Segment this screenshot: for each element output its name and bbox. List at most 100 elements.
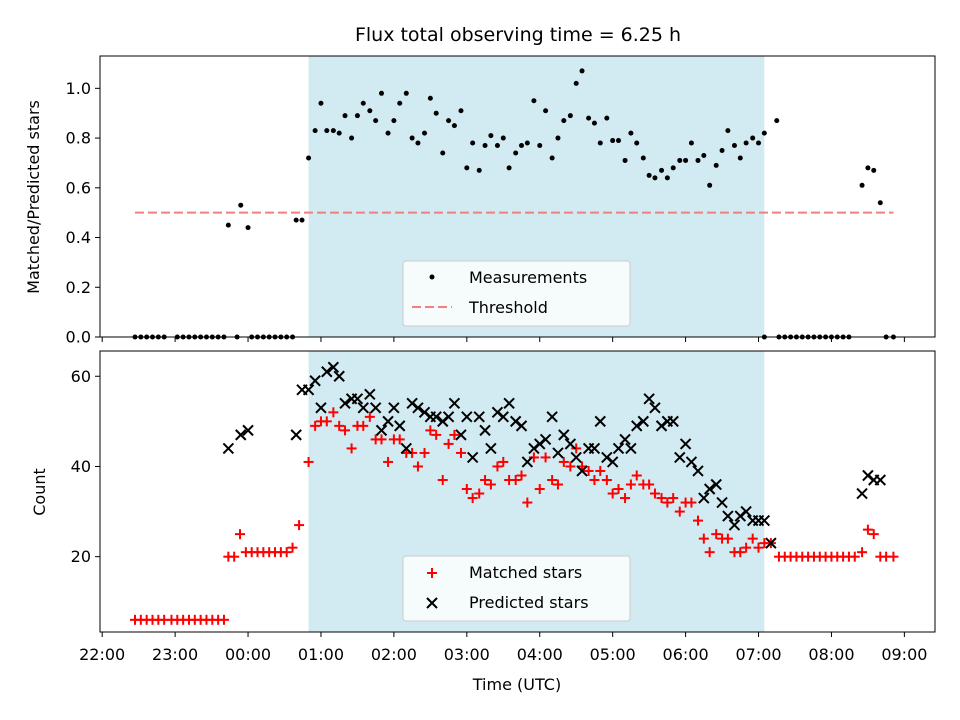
predicted-star-point <box>357 402 369 414</box>
predicted-star-point <box>637 415 650 428</box>
x-tick-label: 03:00 <box>444 645 490 664</box>
measurement-point <box>415 140 421 146</box>
predicted-star-point <box>473 411 485 423</box>
measurement-point <box>482 143 488 149</box>
measurement-point <box>549 155 555 161</box>
predicted-star-point <box>564 438 577 450</box>
measurement-point <box>877 200 883 206</box>
measurement-point <box>756 140 762 146</box>
predicted-star-point <box>290 429 302 441</box>
matched-star-point <box>358 420 369 431</box>
matched-star-point <box>437 474 448 485</box>
predicted-star-point <box>485 442 497 455</box>
predicted-star-point <box>728 519 741 531</box>
x-tick-label: 09:00 <box>881 645 927 664</box>
predicted-star-point <box>327 361 340 373</box>
matched-star-point <box>547 474 558 485</box>
x-tick-label: 06:00 <box>663 645 709 664</box>
bottom-y-axis-ticks: 20 40 60 <box>71 367 100 566</box>
matched-star-point <box>383 456 394 467</box>
legend-matched-label: Matched stars <box>469 563 582 582</box>
matched-star-point <box>662 497 673 508</box>
y-tick-label: 0.2 <box>66 278 91 297</box>
measurement-point <box>683 157 689 163</box>
measurement-point <box>713 162 719 168</box>
predicted-star-point <box>388 402 400 414</box>
measurement-point <box>500 135 506 141</box>
predicted-star-point <box>588 442 601 455</box>
legend-x-glyph <box>426 597 438 609</box>
predicted-star-point <box>570 451 582 464</box>
predicted-star-point <box>703 483 716 495</box>
matched-star-point <box>218 614 229 625</box>
y-tick-label: 0.4 <box>66 228 91 247</box>
matched-star-point <box>613 484 624 495</box>
x-tick-label: 23:00 <box>152 645 198 664</box>
x-axis-label: Time (UTC) <box>472 675 561 694</box>
predicted-star-point <box>521 456 534 468</box>
predicted-star-point <box>503 397 515 410</box>
bottom-x-axis-ticks: 22:00 23:00 00:00 01:00 02:00 03:00 04:00 05:00… <box>79 632 927 664</box>
matched-star-point <box>480 474 491 485</box>
matched-star-point <box>540 452 551 463</box>
predicted-star-point <box>442 411 455 423</box>
measurement-point <box>859 182 865 188</box>
matched-star-point <box>294 520 305 531</box>
measurement-point <box>750 135 756 141</box>
top-y-axis-ticks: 0.0 0.2 0.4 0.6 0.8 1.0 <box>66 79 100 347</box>
measurement-point <box>537 143 543 149</box>
measurement-point <box>586 115 592 121</box>
measurement-point <box>743 140 749 146</box>
measurement-point <box>373 118 379 124</box>
matched-star-point <box>668 493 679 504</box>
predicted-star-point <box>631 420 643 432</box>
predicted-star-point <box>369 402 382 414</box>
measurement-point <box>458 108 464 114</box>
predicted-star-point <box>710 478 722 491</box>
legend-measurements-label: Measurements <box>469 268 587 287</box>
matched-star-point <box>607 488 618 499</box>
predicted-star-point <box>692 465 704 477</box>
matched-star-point <box>692 515 703 526</box>
measurement-point <box>695 157 701 163</box>
matched-star-point <box>888 551 899 562</box>
measurement-point <box>628 130 634 136</box>
predicted-star-point <box>400 442 412 455</box>
legend-predicted-label: Predicted stars <box>469 593 589 612</box>
predicted-star-point <box>856 487 868 500</box>
measurement-point <box>591 120 597 126</box>
predicted-star-point <box>546 411 558 423</box>
matched-stars-series <box>130 407 899 625</box>
top-legend: Measurements Threshold <box>402 260 631 327</box>
predicted-star-point <box>716 496 728 509</box>
measurement-point <box>652 175 658 181</box>
matched-star-point <box>704 547 715 558</box>
predicted-star-point <box>466 451 479 464</box>
matched-star-point <box>686 497 697 508</box>
legend-measurements-marker <box>429 274 435 280</box>
measurement-point <box>688 140 694 146</box>
predicted-star-point <box>552 447 564 459</box>
predicted-star-point <box>461 411 473 423</box>
matched-star-point <box>376 434 387 445</box>
predicted-star-point <box>674 451 686 464</box>
predicted-star-point <box>309 375 321 387</box>
matched-star-point <box>281 547 292 558</box>
measurement-point <box>719 147 725 153</box>
measurement-point <box>422 130 428 136</box>
x-tick-label: 04:00 <box>517 645 563 664</box>
measurement-point <box>464 165 470 171</box>
measurement-point <box>378 90 384 96</box>
y-tick-label: 1.0 <box>66 79 91 98</box>
matched-star-point <box>449 429 460 440</box>
predicted-star-point <box>679 438 692 450</box>
matched-star-point <box>552 479 563 490</box>
measurement-point <box>513 150 519 156</box>
measurement-point <box>573 80 579 86</box>
matched-star-point <box>857 547 868 558</box>
top-panel: 0.0 0.2 0.4 0.6 0.8 1.0 Matched/Predicted sta… <box>24 55 936 347</box>
matched-star-point <box>474 488 485 499</box>
top-y-axis-label: Matched/Predicted stars <box>24 100 43 294</box>
measurement-point <box>871 167 877 173</box>
